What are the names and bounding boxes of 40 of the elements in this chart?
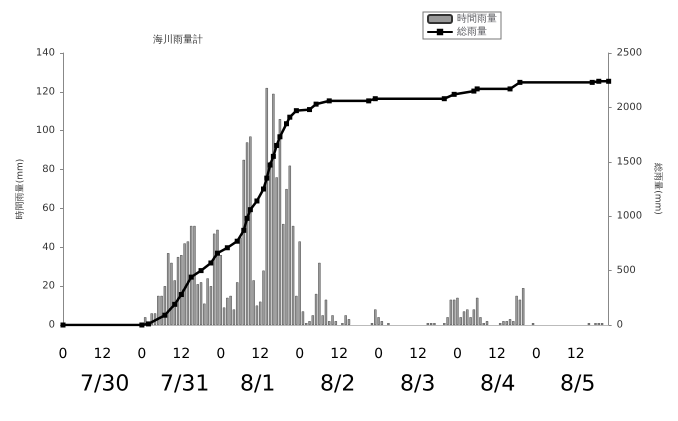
text: 8/3: [400, 372, 436, 396]
x-tick-label: 12: [566, 346, 585, 362]
x-tick-label: 12: [409, 346, 427, 362]
y2-tick-label: 1500: [616, 156, 642, 168]
y-tick-label: 0: [48, 320, 55, 330]
y-tick-label: 140: [36, 48, 55, 58]
x-tick-label: 12: [251, 346, 270, 362]
text: 8/5: [560, 372, 596, 396]
x-tick-label: 12: [330, 346, 348, 362]
y-tick-label: 80: [42, 164, 55, 176]
y-tick-label: 100: [36, 125, 55, 136]
y2-tick-label: 2000: [616, 102, 642, 113]
x-tick-label: 12: [172, 346, 190, 362]
y-axis-title: 時間雨量(mm): [14, 158, 26, 220]
text: 8/2: [320, 372, 356, 396]
y2-tick-label: 1000: [616, 210, 642, 222]
text: 7/30: [80, 372, 130, 396]
y2-tick-label: 500: [616, 265, 636, 276]
y2-axis-title: 総雨量(mm): [652, 162, 664, 215]
text: 8/1: [240, 372, 276, 396]
legend-label: 時間雨量: [457, 12, 497, 24]
text: 8/4: [480, 372, 516, 396]
y-tick-label: 40: [42, 242, 55, 253]
y-tick-label: 120: [36, 86, 55, 98]
y2-tick-label: 0: [616, 320, 624, 330]
x-tick-label: 0: [216, 346, 226, 362]
chart-title: 海川雨量計: [153, 34, 203, 46]
x-tick-label: 12: [94, 346, 112, 362]
x-tick-label: 0: [295, 346, 304, 362]
legend-label: 総雨量: [456, 26, 487, 38]
x-tick-label: 0: [452, 346, 462, 362]
y-tick-label: 20: [42, 280, 55, 292]
text: 7/31: [160, 372, 210, 396]
x-tick-label: 0: [58, 346, 68, 362]
x-tick-label: 0: [137, 346, 146, 362]
y-tick-label: 60: [42, 202, 55, 214]
y2-tick-label: 2500: [616, 48, 642, 58]
x-tick-label: 0: [532, 346, 541, 362]
x-tick-label: 0: [374, 346, 384, 362]
x-tick-label: 12: [488, 346, 506, 362]
